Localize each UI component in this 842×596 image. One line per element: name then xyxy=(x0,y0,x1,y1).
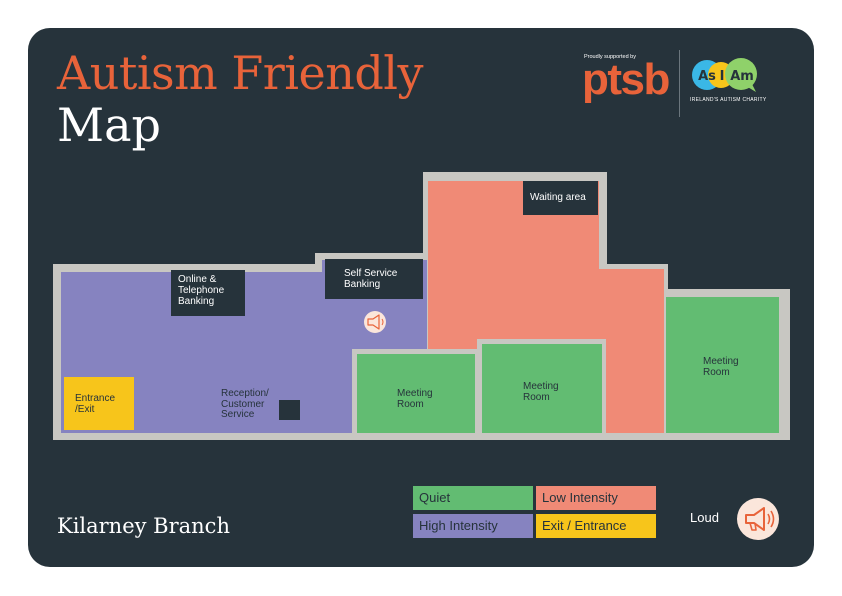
asiam-logo: As I Am xyxy=(692,58,757,92)
branch-name: Kilarney Branch xyxy=(57,514,230,538)
label-meeting-room-2: Meeting Room xyxy=(523,381,559,403)
customer-service-desk xyxy=(279,400,300,420)
zone-waiting-area-right xyxy=(428,269,664,349)
asiam-caption: IRELAND'S AUTISM CHARITY xyxy=(690,97,767,103)
zone-meeting-room-3 xyxy=(666,297,779,433)
legend-quiet: Quiet xyxy=(413,486,533,510)
zone-meeting-room-1 xyxy=(357,354,475,433)
label-waiting-area: Waiting area xyxy=(523,181,598,215)
legend-high-intensity: High Intensity xyxy=(413,514,533,538)
zone-entrance-exit xyxy=(64,377,134,430)
zone-meeting-room-2 xyxy=(482,344,602,433)
megaphone-icon xyxy=(364,311,386,333)
label-online-telephone-banking: Online & Telephone Banking xyxy=(171,270,245,316)
legend-exit-entrance: Exit / Entrance xyxy=(536,514,656,538)
megaphone-icon xyxy=(737,498,779,540)
page-title-line-2: Map xyxy=(57,98,161,152)
label-reception: Reception/ Customer Service xyxy=(221,388,269,420)
legend-loud-label: Loud xyxy=(690,510,719,525)
zone-waiting-area-lower xyxy=(604,340,664,433)
sponsor-note: Proudly supported by xyxy=(584,54,636,60)
label-entrance-exit: Entrance /Exit xyxy=(75,393,116,415)
label-meeting-room-3: Meeting Room xyxy=(703,356,739,378)
asiam-word-am: Am xyxy=(730,69,754,84)
ptsb-logo: ptsb xyxy=(582,55,670,104)
page-title: Autism Friendly xyxy=(57,46,424,100)
label-meeting-room-1: Meeting Room xyxy=(397,388,433,410)
asiam-word-as: As xyxy=(698,69,716,84)
label-self-service-banking: Self Service Banking xyxy=(325,259,423,299)
logo-divider xyxy=(679,50,680,117)
asiam-word-i: I xyxy=(720,69,725,84)
legend-low-intensity: Low Intensity xyxy=(536,486,656,510)
